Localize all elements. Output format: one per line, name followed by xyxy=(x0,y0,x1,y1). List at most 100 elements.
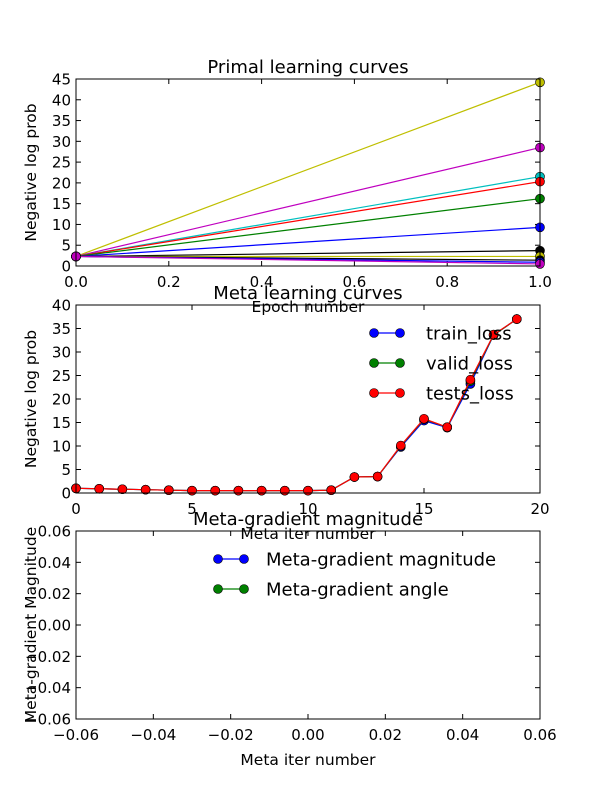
legend-marker xyxy=(213,584,223,594)
series-2-point xyxy=(210,485,220,496)
y-axis-label: Negative log prob xyxy=(22,103,40,241)
series-2-point xyxy=(303,485,313,496)
y-axis-label: Negative log prob xyxy=(22,330,40,468)
legend-marker xyxy=(213,554,223,564)
x-tick-label: 0.06 xyxy=(523,726,556,744)
series-line-5 xyxy=(75,226,541,258)
series-2-point xyxy=(94,483,104,494)
y-tick-label: 40 xyxy=(52,297,71,315)
legend-marker xyxy=(239,584,249,594)
y-tick-label: −0.02 xyxy=(25,648,71,666)
x-tick-label: 0.6 xyxy=(342,273,366,291)
y-tick-label: 15 xyxy=(52,195,71,213)
y-tick-label: 5 xyxy=(61,237,71,255)
x-axis-label: Meta iter number xyxy=(240,751,376,769)
x-tick-label: 10 xyxy=(298,500,317,518)
plot-frame xyxy=(75,78,541,267)
y-tick-label: 10 xyxy=(52,438,71,456)
series-2-point xyxy=(349,472,360,482)
series-2-point xyxy=(233,485,244,496)
series-line-1 xyxy=(75,146,541,258)
series-line-2 xyxy=(75,176,541,258)
y-tick-label: 0 xyxy=(61,485,71,503)
legend-label: valid_loss xyxy=(426,354,513,375)
legend-marker xyxy=(395,328,405,338)
y-tick-label: −0.06 xyxy=(25,711,71,729)
legend-marker xyxy=(395,358,405,368)
chart-title: Primal learning curves xyxy=(207,57,408,78)
x-tick-label: 15 xyxy=(414,500,433,518)
series-2-point xyxy=(372,471,383,482)
legend-label: train_loss xyxy=(426,324,512,345)
y-tick-label: 20 xyxy=(52,391,71,409)
series-2-point xyxy=(442,422,453,433)
legend-marker xyxy=(369,388,379,398)
series-2-point xyxy=(164,485,174,495)
y-tick-label: 35 xyxy=(52,112,71,130)
series-line-6 xyxy=(75,250,541,258)
series-line-0 xyxy=(75,81,541,258)
y-tick-label: 35 xyxy=(52,320,71,338)
legend-label: Meta-gradient angle xyxy=(266,580,449,601)
y-tick-label: 0.06 xyxy=(38,523,71,541)
y-tick-label: 25 xyxy=(52,154,71,172)
y-tick-label: 15 xyxy=(52,414,71,432)
series-2-point xyxy=(326,485,337,495)
y-tick-label: 20 xyxy=(52,174,71,192)
series-2-point xyxy=(256,485,267,496)
series-line-4 xyxy=(75,198,541,258)
y-tick-label: 10 xyxy=(52,216,71,234)
legend-marker xyxy=(369,358,379,368)
y-tick-label: 5 xyxy=(61,461,71,479)
legend-label: tests_loss xyxy=(426,384,514,405)
series-2-point xyxy=(488,329,499,340)
x-tick-label: 20 xyxy=(530,500,549,518)
x-tick-label: −0.04 xyxy=(130,726,176,744)
x-tick-label: −0.02 xyxy=(208,726,254,744)
y-tick-label: −0.04 xyxy=(25,679,71,697)
series-2-point xyxy=(117,484,128,495)
x-tick-label: 5 xyxy=(187,500,197,518)
y-tick-label: 25 xyxy=(52,367,71,385)
y-tick-label: 0.04 xyxy=(38,554,71,572)
y-tick-label: 30 xyxy=(52,344,71,362)
series-2-point xyxy=(279,485,290,496)
x-tick-label: 0.0 xyxy=(64,273,88,291)
series-line-10 xyxy=(75,255,541,265)
y-tick-label: 40 xyxy=(52,91,71,109)
chart-title: Meta learning curves xyxy=(213,283,402,304)
x-tick-label: 0.02 xyxy=(369,726,402,744)
series-2-point xyxy=(419,413,429,424)
legend-marker xyxy=(369,328,379,338)
y-axis-label: Meta-gradient Magnitude xyxy=(22,527,40,723)
y-tick-label: 45 xyxy=(52,71,71,89)
series-2-point xyxy=(395,440,406,451)
x-tick-label: 0.04 xyxy=(446,726,479,744)
plot-frame xyxy=(75,530,541,720)
y-tick-label: 0 xyxy=(61,258,71,276)
series-line-3 xyxy=(75,181,541,258)
x-tick-label: 0.00 xyxy=(291,726,324,744)
series-line-1 xyxy=(75,318,518,492)
series-line-2 xyxy=(75,318,518,492)
chart-meta-gradient-magnitude: Meta-gradient magnitude Meta iter number M… xyxy=(22,509,557,769)
x-tick-label: 0.8 xyxy=(435,273,459,291)
y-tick-label: 0.00 xyxy=(38,617,71,635)
legend-marker xyxy=(395,388,405,398)
series-line-0 xyxy=(75,318,518,492)
series-2-point xyxy=(465,374,476,385)
y-tick-label: 0.02 xyxy=(38,585,71,603)
series-2-point xyxy=(187,485,197,496)
plot-frame xyxy=(75,304,541,494)
legend-marker xyxy=(239,554,249,564)
legend-label: Meta-gradient magnitude xyxy=(266,550,496,571)
y-tick-label: 30 xyxy=(52,133,71,151)
series-2-point xyxy=(511,314,522,324)
x-tick-label: −0.06 xyxy=(53,726,99,744)
chart-title: Meta-gradient magnitude xyxy=(193,509,423,530)
x-tick-label: 1.0 xyxy=(528,273,552,291)
series-2-point xyxy=(140,484,151,495)
x-tick-label: 0.2 xyxy=(157,273,181,291)
